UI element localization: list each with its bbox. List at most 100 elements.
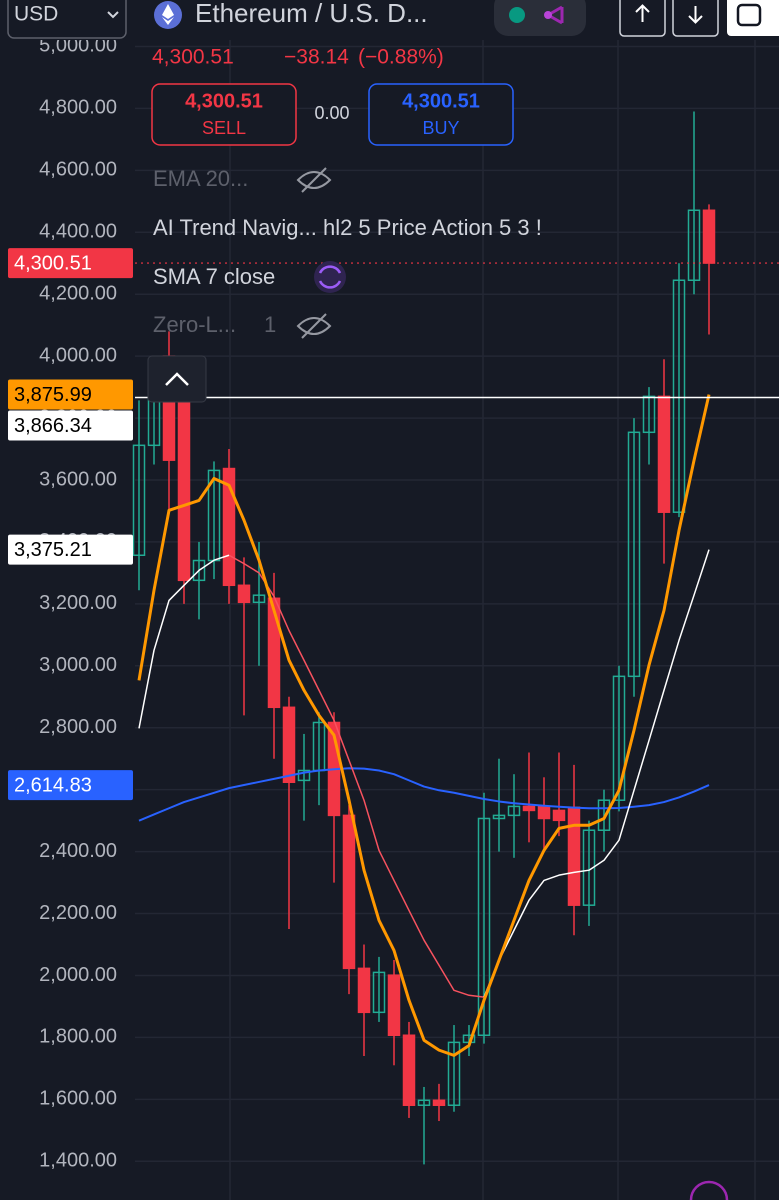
candle-body — [672, 279, 686, 513]
eye-off-icon[interactable] — [296, 313, 332, 339]
price-tag-label: 3,866.34 — [14, 415, 92, 437]
y-tick-label: 4,800.00 — [39, 97, 117, 119]
collapse-chevron — [165, 372, 189, 386]
price-change-pct: (−0.88%) — [358, 46, 444, 69]
candle-body — [492, 814, 506, 820]
loading-icon — [314, 261, 346, 293]
status-pill[interactable] — [494, 0, 586, 36]
market-dot — [509, 7, 525, 23]
price-tag-label: 4,300.51 — [14, 252, 92, 274]
price-change: −38.14 — [284, 46, 349, 69]
candle-body — [447, 1041, 461, 1106]
eye-off-icon[interactable] — [296, 167, 332, 193]
candle-body — [237, 584, 251, 604]
eye-slash — [301, 313, 327, 339]
currency-select[interactable] — [7, 0, 127, 39]
price-tag-label: 3,875.99 — [14, 384, 92, 406]
candle-body — [702, 209, 716, 264]
price-tag — [8, 379, 133, 410]
y-tick-label: 5,000.00 — [39, 35, 117, 57]
drawing-tool[interactable] — [689, 1180, 729, 1200]
indicator-line — [138, 767, 710, 822]
last-price: 4,300.51 — [152, 46, 234, 69]
indicator-name[interactable]: Zero-L... — [153, 312, 236, 337]
candle-body — [612, 675, 626, 801]
candle-body — [687, 209, 701, 282]
y-tick-label: 2,200.00 — [39, 902, 117, 924]
buy-button[interactable] — [368, 83, 514, 146]
spread: 0.00 — [314, 103, 349, 123]
indicator-name[interactable]: SMA 7 close — [153, 264, 275, 289]
indicator-line — [137, 394, 711, 1057]
indicator-line — [138, 549, 710, 998]
price-tag-label: 3,375.21 — [14, 539, 92, 561]
loading-arrows — [318, 265, 342, 289]
candle-body — [222, 467, 236, 587]
candle-body — [567, 806, 581, 906]
y-tick-label: 1,600.00 — [39, 1088, 117, 1110]
candle-body — [132, 444, 146, 557]
candle-body — [432, 1099, 446, 1106]
candle-body — [387, 974, 401, 1037]
symbol[interactable]: Ethereum / U.S. D... — [195, 0, 428, 28]
y-tick-label: 3,000.00 — [39, 654, 117, 676]
sell-button[interactable] — [151, 83, 297, 146]
indicator-line — [228, 554, 485, 998]
layout-icon — [736, 3, 762, 27]
candle-body — [342, 814, 356, 970]
candle-body — [477, 817, 491, 1037]
candle-body — [642, 395, 656, 434]
up-arrow — [635, 4, 650, 22]
indicator-name[interactable]: EMA 20... — [153, 166, 248, 191]
y-tick-label: 1,800.00 — [39, 1026, 117, 1048]
buy-price: 4,300.51 — [402, 90, 480, 112]
buy-label: BUY — [422, 118, 459, 138]
price-tag — [8, 248, 133, 279]
indicator-name[interactable]: AI Trend Navig... hl2 5 Price Action 5 3… — [153, 215, 542, 240]
candle-body — [282, 706, 296, 783]
chevron — [107, 11, 119, 19]
y-tick-label: 1,400.00 — [39, 1150, 117, 1172]
candle-body — [552, 809, 566, 822]
eth-glyph — [162, 4, 174, 25]
candle-body — [627, 431, 641, 678]
candle-body — [357, 967, 371, 1014]
candle-body — [582, 829, 596, 906]
candle-body — [252, 594, 266, 604]
y-tick-label: 4,600.00 — [39, 159, 117, 181]
candle-body — [192, 559, 206, 582]
candle-body — [522, 805, 536, 812]
vertical-grid — [229, 0, 756, 1200]
candle-body — [372, 971, 386, 1014]
candle-body — [297, 769, 311, 782]
y-tick-label: 3,200.00 — [39, 592, 117, 614]
sell-label: SELL — [202, 118, 246, 138]
price-tag-label: 2,614.83 — [14, 774, 92, 796]
eye-slash — [301, 167, 327, 193]
y-tick-label: 4,400.00 — [39, 221, 117, 243]
y-tick-label: 4,200.00 — [39, 282, 117, 304]
sell-price: 4,300.51 — [185, 90, 263, 112]
candle-body — [417, 1099, 431, 1106]
y-tick-label: 2,800.00 — [39, 716, 117, 738]
currency: USD — [14, 3, 58, 26]
y-tick-label: 2,000.00 — [39, 964, 117, 986]
collapse-button[interactable] — [147, 355, 207, 403]
share-node — [544, 11, 552, 19]
y-tick-label: 3,600.00 — [39, 468, 117, 490]
candle-body — [537, 805, 551, 820]
price-tags: 4,300.51 3,875.99 3,866.34 3,375.21 2,614.83 — [8, 248, 133, 801]
price-tag — [8, 534, 133, 565]
candle-body — [507, 805, 521, 817]
down-arrow — [688, 6, 703, 24]
indicator-param: 1 — [264, 312, 276, 337]
price-axis: 1,400.00 1,600.00 1,800.00 2,000.00 2,200.00… — [39, 35, 117, 1172]
price-tag — [8, 770, 133, 801]
layout-button[interactable] — [727, 0, 779, 36]
price-tag — [8, 410, 133, 441]
y-tick-label: 2,400.00 — [39, 840, 117, 862]
candle-body — [402, 1034, 416, 1106]
